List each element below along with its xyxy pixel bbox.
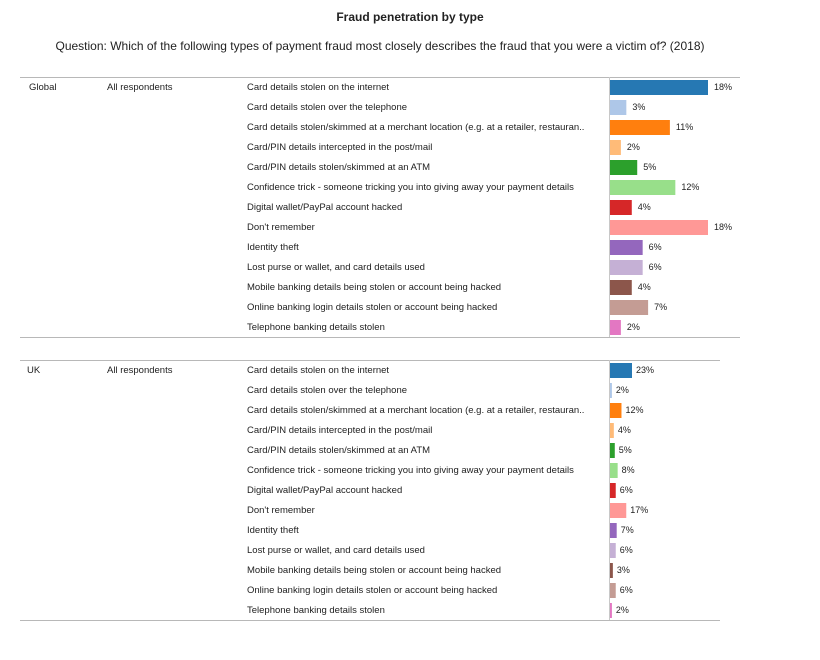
bar (610, 483, 616, 498)
category-label: Online banking login details stolen or a… (247, 302, 497, 313)
data-label: 6% (649, 242, 662, 252)
data-label: 7% (654, 302, 667, 312)
data-label: 5% (643, 162, 656, 172)
category-label: Telephone banking details stolen (247, 605, 385, 616)
chart-title: Fraud penetration by type (336, 10, 484, 24)
category-label: Confidence trick - someone tricking you … (247, 465, 574, 476)
category-label: Card/PIN details intercepted in the post… (247, 425, 432, 436)
bar (610, 543, 616, 558)
category-label: Mobile banking details being stolen or a… (247, 282, 501, 293)
data-label: 8% (622, 465, 635, 475)
data-label: 17% (630, 505, 648, 515)
category-label: Card details stolen over the telephone (247, 102, 407, 113)
category-label: Mobile banking details being stolen or a… (247, 565, 501, 576)
category-label: Digital wallet/PayPal account hacked (247, 485, 402, 496)
data-label: 6% (649, 262, 662, 272)
category-label: Card/PIN details stolen/skimmed at an AT… (247, 162, 430, 173)
data-label: 3% (617, 565, 630, 575)
bar (610, 200, 632, 215)
data-label: 11% (676, 122, 693, 132)
category-label: Online banking login details stolen or a… (247, 585, 497, 596)
bar (610, 503, 627, 518)
category-label: Telephone banking details stolen (247, 322, 385, 333)
data-label: 4% (618, 425, 631, 435)
bar (610, 120, 670, 135)
category-label: Card details stolen/skimmed at a merchan… (247, 122, 584, 133)
bar (610, 80, 708, 95)
bar (610, 100, 627, 115)
bar (610, 403, 622, 418)
data-label: 2% (616, 605, 629, 615)
category-label: Card details stolen on the internet (247, 365, 389, 376)
bar (610, 180, 676, 195)
bar (610, 320, 621, 335)
category-label: Confidence trick - someone tricking you … (247, 182, 574, 193)
bar (610, 140, 621, 155)
bar (610, 220, 708, 235)
data-label: 2% (616, 385, 629, 395)
data-label: 5% (619, 445, 632, 455)
data-label: 3% (632, 102, 645, 112)
data-label: 4% (638, 282, 651, 292)
data-label: 12% (625, 405, 643, 415)
region-label: Global (29, 82, 56, 93)
category-label: Don't remember (247, 222, 315, 233)
bar (610, 300, 649, 315)
data-label: 7% (621, 525, 634, 535)
bar (610, 583, 616, 598)
data-label: 2% (627, 142, 640, 152)
category-label: Identity theft (247, 242, 299, 253)
data-label: 4% (638, 202, 651, 212)
category-label: Card details stolen/skimmed at a merchan… (247, 405, 584, 416)
category-label: Lost purse or wallet, and card details u… (247, 545, 425, 556)
bar (610, 423, 614, 438)
data-label: 12% (681, 182, 699, 192)
segment-label: All respondents (107, 82, 173, 93)
chart-question: Question: Which of the following types o… (55, 39, 705, 53)
bar (610, 240, 643, 255)
data-label: 23% (636, 365, 654, 375)
bar (610, 260, 643, 275)
bar (610, 280, 632, 295)
category-label: Digital wallet/PayPal account hacked (247, 202, 402, 213)
data-label: 18% (714, 222, 732, 232)
bar (610, 523, 617, 538)
bar (610, 443, 615, 458)
bar (610, 383, 612, 398)
segment-label: All respondents (107, 365, 173, 376)
bar (610, 160, 638, 175)
category-label: Card details stolen over the telephone (247, 385, 407, 396)
bar (610, 563, 613, 578)
data-label: 6% (620, 585, 633, 595)
data-label: 6% (620, 545, 633, 555)
category-label: Lost purse or wallet, and card details u… (247, 262, 425, 273)
data-label: 6% (620, 485, 633, 495)
bar (610, 603, 612, 618)
data-label: 2% (627, 322, 640, 332)
category-label: Card details stolen on the internet (247, 82, 389, 93)
category-label: Card/PIN details stolen/skimmed at an AT… (247, 445, 430, 456)
bar (610, 363, 632, 378)
category-label: Don't remember (247, 505, 315, 516)
region-label: UK (27, 365, 41, 376)
category-label: Identity theft (247, 525, 299, 536)
data-label: 18% (714, 82, 732, 92)
bar (610, 463, 618, 478)
category-label: Card/PIN details intercepted in the post… (247, 142, 432, 153)
